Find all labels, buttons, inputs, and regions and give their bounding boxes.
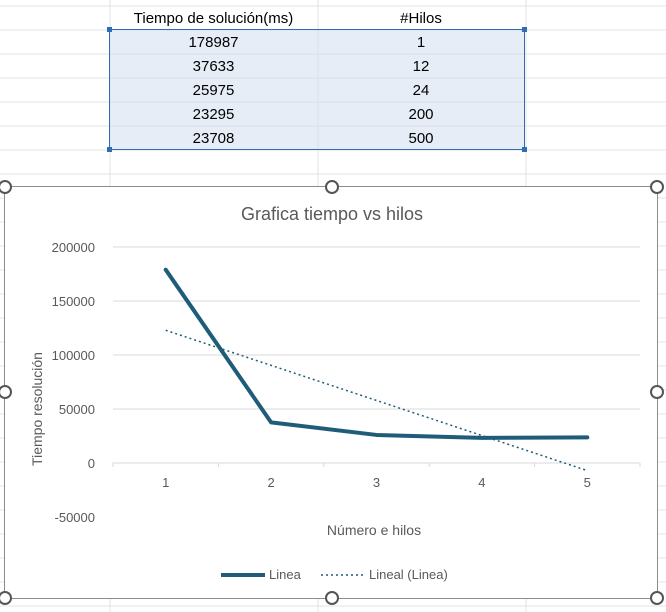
header-cell-time[interactable]: Tiempo de solución(ms) xyxy=(133,9,294,27)
chart-title[interactable]: Grafica tiempo vs hilos xyxy=(241,204,423,224)
table-row: 25975 24 xyxy=(110,78,525,102)
y-tick-label: 200000 xyxy=(52,240,95,255)
legend[interactable]: Linea Lineal (Linea) xyxy=(221,567,448,582)
chart-resize-handle[interactable] xyxy=(325,180,339,194)
x-tick-label: 2 xyxy=(267,475,274,490)
cell-selection-range[interactable] xyxy=(107,27,527,152)
data-point[interactable] xyxy=(374,432,380,438)
gridlines xyxy=(113,246,640,464)
x-tick-label: 1 xyxy=(162,475,169,490)
y-tick-label: -50000 xyxy=(55,510,95,525)
selection-fill-handle[interactable] xyxy=(522,147,527,152)
chart-resize-handle[interactable] xyxy=(0,591,12,605)
data-point[interactable] xyxy=(479,435,485,441)
cell-time[interactable]: 37633 xyxy=(192,57,235,75)
chart-resize-handle[interactable] xyxy=(650,180,664,194)
selection-handle[interactable] xyxy=(107,147,112,152)
table-row: 178987 1 xyxy=(110,30,525,54)
data-table: Tiempo de solución(ms) #Hilos 178987 1 3… xyxy=(110,6,525,150)
data-point[interactable] xyxy=(584,434,590,440)
header-cell-threads[interactable]: #Hilos xyxy=(400,9,442,27)
table-header-row: Tiempo de solución(ms) #Hilos xyxy=(110,6,525,30)
x-tick-label: 4 xyxy=(478,475,485,490)
chart-area[interactable]: Grafica tiempo vs hilos Tiempo resolució… xyxy=(0,180,664,605)
chart-resize-handle[interactable] xyxy=(0,180,12,194)
chart-resize-handle[interactable] xyxy=(325,591,339,605)
y-tick-label: 150000 xyxy=(52,294,95,309)
series-line-linea[interactable] xyxy=(163,267,590,440)
line-chart: Grafica tiempo vs hilos Tiempo resolució… xyxy=(29,204,641,582)
legend-label-linea: Linea xyxy=(269,567,302,582)
table-row: 37633 12 xyxy=(110,54,525,78)
table-row: 23295 200 xyxy=(110,102,525,126)
selection-handle[interactable] xyxy=(522,27,527,32)
y-tick-label: 0 xyxy=(88,456,95,471)
cell-threads[interactable]: 200 xyxy=(408,105,434,123)
cell-time[interactable]: 23708 xyxy=(192,129,235,147)
plot-area xyxy=(163,267,590,472)
y-axis-title[interactable]: Tiempo resolución xyxy=(29,352,45,466)
cell-time[interactable]: 23295 xyxy=(192,105,235,123)
y-tick-label: 100000 xyxy=(52,348,95,363)
y-axis-ticks: -50000 0 50000 100000 150000 200000 xyxy=(52,240,95,525)
chart-resize-handle[interactable] xyxy=(0,385,12,399)
cell-threads[interactable]: 500 xyxy=(408,129,434,147)
chart-resize-handle[interactable] xyxy=(650,385,664,399)
table-row: 23708 500 xyxy=(110,126,525,150)
cell-time[interactable]: 178987 xyxy=(188,33,239,51)
legend-label-trendline: Lineal (Linea) xyxy=(369,567,448,582)
data-point[interactable] xyxy=(163,267,169,273)
x-tick-label: 3 xyxy=(373,475,380,490)
data-point[interactable] xyxy=(268,419,274,425)
cell-threads[interactable]: 24 xyxy=(412,81,430,99)
cell-time[interactable]: 25975 xyxy=(192,81,235,99)
y-tick-label: 50000 xyxy=(59,402,95,417)
x-axis-ticks: 1 2 3 4 5 xyxy=(112,463,641,490)
cell-threads[interactable]: 12 xyxy=(412,57,430,75)
x-tick-label: 5 xyxy=(584,475,591,490)
cell-threads[interactable]: 1 xyxy=(416,33,426,51)
selection-handle[interactable] xyxy=(107,27,112,32)
x-axis-title[interactable]: Número e hilos xyxy=(327,522,421,538)
chart-resize-handle[interactable] xyxy=(650,591,664,605)
trendline[interactable] xyxy=(165,329,588,472)
